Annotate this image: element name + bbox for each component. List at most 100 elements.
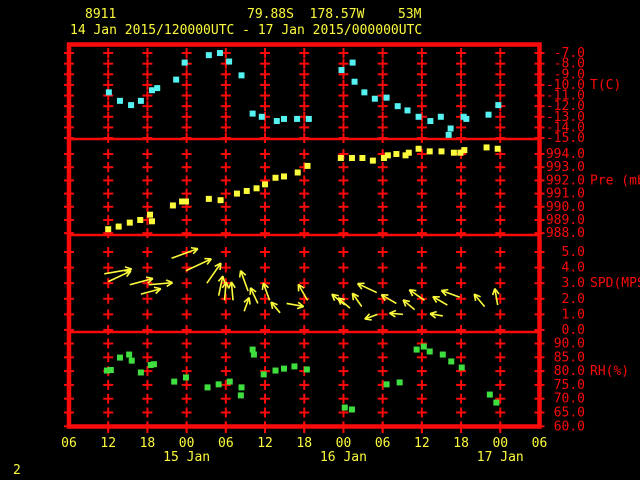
wind-arrow-head xyxy=(240,269,247,276)
relative_humidity-point xyxy=(204,384,211,391)
wind-arrow-shaft xyxy=(493,288,499,306)
wind-arrow-shaft xyxy=(429,312,443,317)
wind-arrow-head xyxy=(227,281,233,289)
temperature-point xyxy=(148,87,155,94)
pressure-point xyxy=(402,152,409,159)
temperature-point xyxy=(383,94,390,101)
wind-arrow-shaft xyxy=(206,262,222,284)
x-hour-label: 06 xyxy=(218,436,234,451)
wind-arrow-head xyxy=(389,312,396,318)
relative_humidity-point xyxy=(448,358,455,365)
wind-arrow-shaft xyxy=(432,295,448,306)
y-axis-unit-label: RH(%) xyxy=(590,364,629,379)
station-location: 79.88S 178.57W xyxy=(247,7,365,22)
temperature-point xyxy=(351,78,358,85)
wind-arrow-head xyxy=(337,297,342,305)
temperature-point xyxy=(294,115,301,122)
wind-arrow-head xyxy=(364,318,372,321)
x-hour-label: 12 xyxy=(100,436,116,451)
relative_humidity-point xyxy=(272,367,279,374)
y-tick-label: -14.0 xyxy=(546,120,585,135)
page-number: 2 xyxy=(13,463,21,478)
wind-arrow-head xyxy=(190,246,199,250)
relative_humidity-point xyxy=(103,367,110,374)
relative_humidity-point xyxy=(396,379,403,386)
y-tick-label: 90.0 xyxy=(554,337,585,352)
relative_humidity-point xyxy=(250,351,257,358)
wind-arrow-head xyxy=(380,294,386,302)
wind-arrow-shaft xyxy=(351,292,363,308)
wind-arrow-head xyxy=(297,283,305,289)
temperature-point xyxy=(116,97,123,104)
pressure-point xyxy=(457,149,464,156)
temperature-point xyxy=(445,131,452,138)
temperature-point xyxy=(338,67,345,74)
y-tick-label: 85.0 xyxy=(554,350,585,365)
wind-arrow-head xyxy=(402,299,411,303)
pressure-point xyxy=(304,162,311,169)
wind-arrow-head xyxy=(219,263,222,271)
pressure-point xyxy=(415,145,422,152)
x-hour-label: 00 xyxy=(336,436,352,451)
wind-arrow-shaft xyxy=(104,268,132,275)
pressure-point xyxy=(348,154,355,161)
wind-arrow-head xyxy=(270,301,278,306)
y-tick-label: 988.0 xyxy=(546,226,585,241)
temperature-point xyxy=(394,103,401,110)
y-tick-label: 5.0 xyxy=(562,245,585,260)
wind-arrow-shaft xyxy=(107,270,132,283)
temperature-point xyxy=(371,95,378,102)
relative_humidity-point xyxy=(291,363,298,370)
wind-arrow-head xyxy=(230,281,236,289)
wind-arrow-head xyxy=(165,279,173,284)
wind-arrow-head xyxy=(296,305,304,310)
temperature-point xyxy=(415,113,422,120)
wind-arrow-shaft xyxy=(262,282,271,301)
wind-arrow-shaft xyxy=(441,289,461,298)
y-tick-label: 2.0 xyxy=(562,292,585,307)
temperature-point xyxy=(495,102,502,109)
temperature-point xyxy=(273,118,280,125)
x-hour-label: 00 xyxy=(179,436,195,451)
pressure-point xyxy=(369,157,376,164)
temperature-point xyxy=(463,115,470,122)
y-tick-label: 3.0 xyxy=(562,276,585,291)
y-tick-label: 991.0 xyxy=(546,187,585,202)
wind-arrow-head xyxy=(473,293,481,298)
relative_humidity-point xyxy=(260,371,267,378)
x-date-label: 16 Jan xyxy=(320,450,367,465)
temperature-point xyxy=(173,76,180,83)
wind-arrow-shaft xyxy=(243,297,250,312)
wind-arrow-shaft xyxy=(286,302,304,308)
wind-arrow-head xyxy=(351,293,355,301)
wind-arrow-head xyxy=(243,296,250,303)
x-hour-label: 00 xyxy=(492,436,508,451)
y-tick-label: 0.0 xyxy=(562,323,585,338)
wind-arrow-head xyxy=(432,296,438,303)
time-range: 14 Jan 2015/120000UTC - 17 Jan 2015/0000… xyxy=(70,23,423,38)
relative_humidity-point xyxy=(458,364,465,371)
wind-arrow-head xyxy=(491,288,496,296)
y-axis-unit-label: SPD(MPS) xyxy=(590,276,640,291)
wind-arrow-shaft xyxy=(337,297,351,309)
pressure-point xyxy=(426,148,433,155)
y-tick-label: -8.0 xyxy=(554,57,585,72)
relative_humidity-point xyxy=(341,404,348,411)
y-tick-label: 1.0 xyxy=(562,307,585,322)
wind-arrow-shaft xyxy=(217,275,224,296)
wind-arrow-head xyxy=(206,258,212,265)
relative_humidity-point xyxy=(426,348,433,355)
wind-arrow-head xyxy=(145,276,154,280)
wind-arrow-shaft xyxy=(239,270,249,292)
wind-arrow-shaft xyxy=(297,283,309,301)
relative_humidity-point xyxy=(107,367,114,374)
station-elevation: 53M xyxy=(398,7,422,22)
temperature-point xyxy=(361,89,368,96)
wind-arrow-shaft xyxy=(389,312,403,316)
wind-arrow-shaft xyxy=(129,277,154,286)
y-tick-label: -12.0 xyxy=(546,99,585,114)
wind-arrow-head xyxy=(389,309,397,314)
wind-arrow-head xyxy=(270,301,274,310)
relative_humidity-point xyxy=(182,374,189,381)
wind-arrow-shaft xyxy=(230,281,234,301)
